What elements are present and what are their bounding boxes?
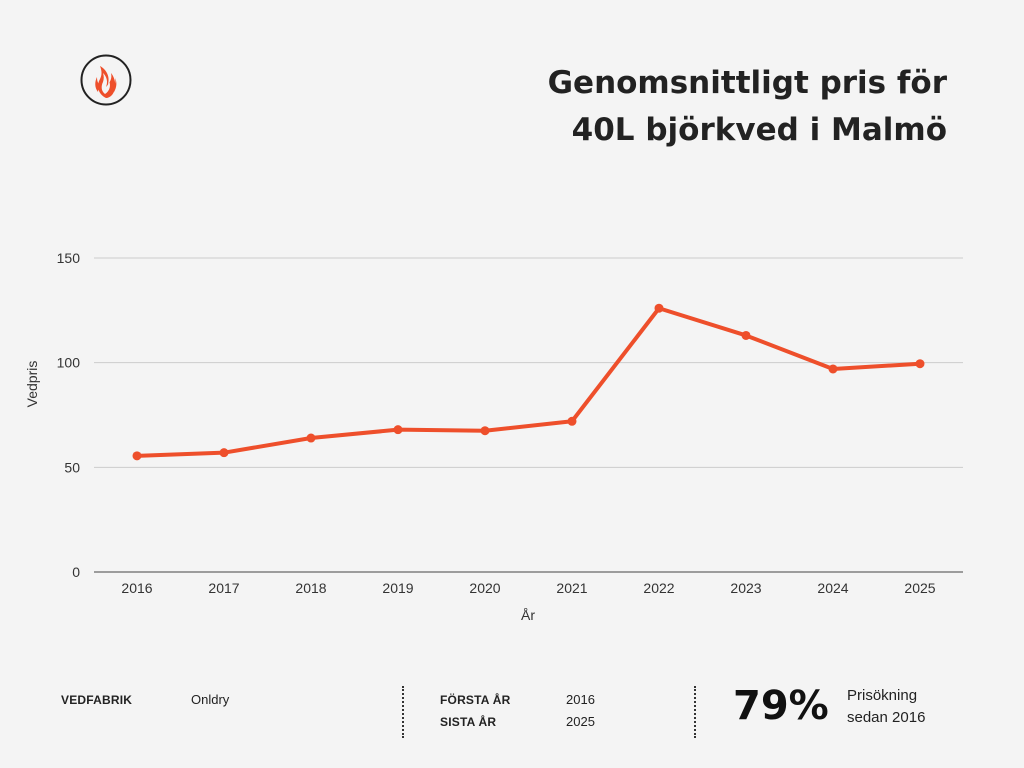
title-line-2: 40L björkved i Malmö xyxy=(571,112,947,148)
data-point xyxy=(567,416,577,426)
y-axis-label: Vedpris xyxy=(24,361,40,408)
divider xyxy=(402,686,404,738)
data-point xyxy=(828,364,838,374)
x-tick-label: 2019 xyxy=(382,580,413,596)
data-point xyxy=(654,303,664,313)
x-tick-label: 2016 xyxy=(121,580,152,596)
increase-stat: 79% xyxy=(733,683,829,729)
y-tick-label: 50 xyxy=(64,459,80,475)
page-title: Genomsnittligt pris för 40L björkved i M… xyxy=(548,60,947,154)
increase-note: Prisökning sedan 2016 xyxy=(847,685,925,729)
line-chart: 0 50 100 150 2016 2017 2018 2019 2020 2021 2022 202… xyxy=(24,250,963,623)
x-tick-label: 2022 xyxy=(643,580,674,596)
data-point xyxy=(480,426,490,436)
vedfabrik-value: Onldry xyxy=(191,692,230,707)
x-tick-label: 2024 xyxy=(817,580,848,596)
increase-note-line-2: sedan 2016 xyxy=(847,709,926,726)
increase-note-line-1: Prisökning xyxy=(847,687,918,704)
y-tick-label: 150 xyxy=(57,250,81,266)
forsta-ar-label: FÖRSTA ÅR xyxy=(440,693,511,707)
sista-ar-value: 2025 xyxy=(566,714,595,729)
y-tick-label: 100 xyxy=(57,355,81,371)
series-line xyxy=(135,306,922,458)
x-tick-label: 2018 xyxy=(295,580,326,596)
data-point xyxy=(915,359,925,369)
data-point xyxy=(741,330,751,340)
x-tick-label: 2023 xyxy=(730,580,761,596)
divider xyxy=(694,686,696,738)
sista-ar-label: SISTA ÅR xyxy=(440,715,497,729)
data-point xyxy=(306,433,316,443)
data-point xyxy=(393,425,403,435)
data-point xyxy=(219,448,229,458)
logo xyxy=(80,54,132,106)
flame-icon xyxy=(80,54,132,106)
vedfabrik-label: VEDFABRIK xyxy=(61,693,133,707)
x-axis-label: År xyxy=(521,607,535,623)
x-tick-label: 2020 xyxy=(469,580,500,596)
x-tick-label: 2017 xyxy=(208,580,239,596)
x-tick-label: 2021 xyxy=(556,580,587,596)
forsta-ar-value: 2016 xyxy=(566,692,595,707)
title-line-1: Genomsnittligt pris för xyxy=(547,65,947,101)
x-tick-label: 2025 xyxy=(904,580,935,596)
data-point xyxy=(132,451,142,461)
y-tick-label: 0 xyxy=(72,564,80,580)
